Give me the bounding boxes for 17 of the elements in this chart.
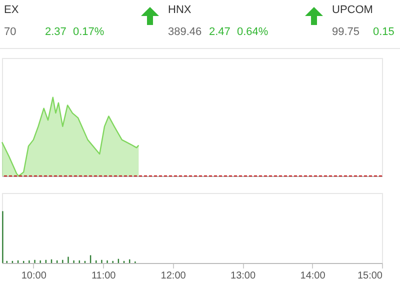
data-label: 99.75 bbox=[332, 26, 360, 38]
category-label: EX bbox=[4, 4, 19, 16]
x-tick-label: 10:00 bbox=[21, 270, 47, 282]
category-label: UPCOM bbox=[332, 4, 373, 16]
x-tick-label: 11:00 bbox=[91, 270, 116, 282]
x-tick-label: 15:00 bbox=[357, 270, 383, 282]
data-label: 70 bbox=[4, 26, 16, 38]
data-label: 389.46 bbox=[168, 26, 202, 38]
data-label: 0.17% bbox=[73, 26, 104, 38]
data-label: 2.47 bbox=[209, 26, 230, 38]
x-tick-label: 14:00 bbox=[300, 270, 326, 282]
data-label: 0.64% bbox=[237, 26, 268, 38]
x-tick-label: 13:00 bbox=[230, 270, 256, 282]
data-label: 2.37 bbox=[45, 26, 66, 38]
category-label: HNX bbox=[168, 4, 192, 16]
data-label: 0.15 bbox=[373, 26, 394, 38]
x-tick-label: 12:00 bbox=[160, 270, 186, 282]
